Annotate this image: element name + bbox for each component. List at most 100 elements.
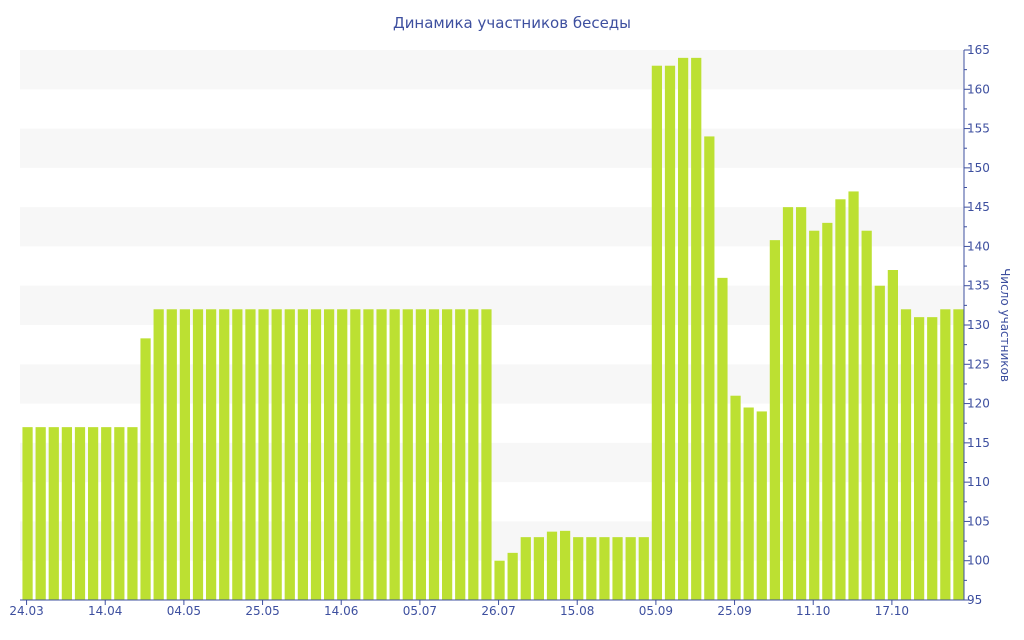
x-tick-label: 14.04 xyxy=(88,604,122,618)
bars xyxy=(22,57,964,601)
bar xyxy=(848,191,859,600)
x-tick-label: 17.10 xyxy=(875,604,909,618)
x-tick-label: 26.07 xyxy=(481,604,515,618)
y-tick-label: 130 xyxy=(967,318,990,332)
x-tick-label: 04.05 xyxy=(167,604,201,618)
bar xyxy=(219,309,230,600)
bar xyxy=(415,309,427,600)
bar xyxy=(323,309,335,600)
x-tick-label: 24.03 xyxy=(9,604,43,618)
y-tick-label: 100 xyxy=(967,554,990,568)
bar xyxy=(22,427,33,600)
bar xyxy=(494,560,505,600)
bar xyxy=(691,57,702,601)
bar xyxy=(795,207,807,600)
bar xyxy=(874,285,885,600)
bar xyxy=(127,427,138,600)
bar xyxy=(61,427,73,600)
grid-band xyxy=(20,285,964,325)
bar xyxy=(730,395,741,600)
bar xyxy=(769,240,781,600)
bar xyxy=(677,57,689,601)
y-tick-label: 160 xyxy=(967,82,990,96)
bar xyxy=(455,309,466,600)
bar xyxy=(782,207,794,600)
bar xyxy=(887,270,899,600)
grid-band xyxy=(20,128,964,168)
bar xyxy=(599,537,610,600)
bar xyxy=(664,65,676,600)
x-tick-label: 25.05 xyxy=(245,604,279,618)
bar xyxy=(101,427,112,600)
bar xyxy=(743,407,754,600)
y-tick-label: 140 xyxy=(967,239,990,253)
grid-band xyxy=(20,364,964,404)
y-tick-label: 155 xyxy=(967,122,990,136)
bar xyxy=(402,309,413,600)
grid-band xyxy=(20,50,964,90)
y-tick-label: 125 xyxy=(967,357,990,371)
y-tick-label: 105 xyxy=(967,514,990,528)
bar xyxy=(612,537,623,600)
x-tick-label: 15.08 xyxy=(560,604,594,618)
bar xyxy=(927,317,938,600)
bar xyxy=(520,537,531,600)
bar xyxy=(953,309,964,600)
bar xyxy=(809,230,820,600)
grid-band xyxy=(20,207,964,247)
bar xyxy=(704,136,715,600)
bar xyxy=(74,427,86,600)
bar xyxy=(87,427,99,600)
bar xyxy=(533,537,545,600)
bar xyxy=(153,309,164,600)
y-tick-label: 95 xyxy=(967,593,982,607)
bar xyxy=(258,309,269,600)
bar xyxy=(481,309,492,600)
bar xyxy=(179,309,191,600)
bar xyxy=(337,309,348,600)
grid-bands xyxy=(20,50,964,561)
bar xyxy=(559,530,571,600)
bar xyxy=(441,309,453,600)
bar xyxy=(350,309,361,600)
bar xyxy=(756,411,767,600)
x-tick-label: 11.10 xyxy=(796,604,830,618)
y-tick-label: 110 xyxy=(967,475,990,489)
x-axis-ticks: 24.03 14.04 04.05 25.05 14.06 05.07 26.07 15.08… xyxy=(9,600,909,618)
bar xyxy=(297,309,309,600)
bar xyxy=(900,309,912,600)
bar xyxy=(205,309,217,600)
y-tick-label: 135 xyxy=(967,279,990,293)
bar xyxy=(913,317,925,600)
x-tick-label: 05.09 xyxy=(639,604,673,618)
bar xyxy=(245,309,256,600)
bar xyxy=(835,199,846,601)
bar xyxy=(310,309,322,600)
bar xyxy=(376,309,387,600)
x-tick-label: 25.09 xyxy=(717,604,751,618)
bar xyxy=(284,309,295,600)
grid-band xyxy=(20,442,964,483)
bar xyxy=(232,309,243,600)
bar xyxy=(573,537,584,600)
bar xyxy=(48,427,59,600)
x-tick-label: 05.07 xyxy=(403,604,437,618)
bar xyxy=(271,309,282,600)
bar xyxy=(822,222,833,600)
bar xyxy=(651,65,663,600)
y-tick-label: 145 xyxy=(967,200,990,214)
bar xyxy=(638,537,649,600)
y-axis-label: Число участников xyxy=(998,268,1012,382)
bar xyxy=(717,277,728,600)
bar xyxy=(625,537,636,600)
bar xyxy=(940,309,951,600)
bar xyxy=(166,309,177,600)
y-tick-label: 165 xyxy=(967,43,990,57)
grid-band xyxy=(20,521,964,561)
bar xyxy=(363,309,374,600)
bar xyxy=(546,531,558,600)
bar xyxy=(507,552,518,600)
bar xyxy=(192,309,204,600)
y-tick-label: 150 xyxy=(967,161,990,175)
